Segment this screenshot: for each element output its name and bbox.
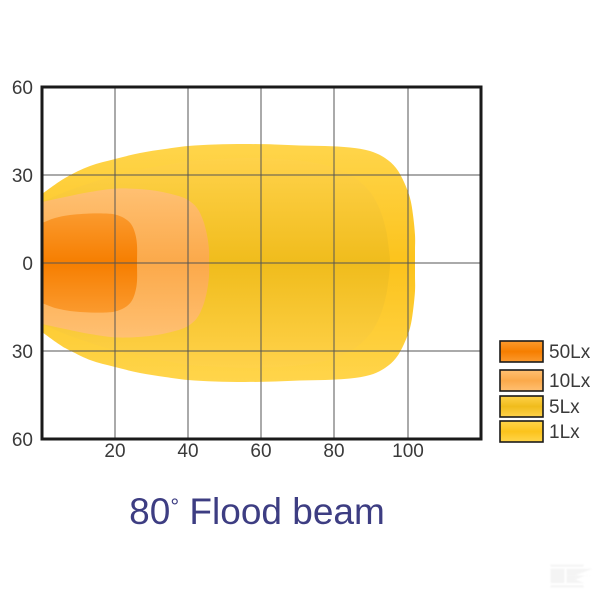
svg-text:0: 0 xyxy=(22,254,33,275)
svg-text:60: 60 xyxy=(12,78,33,99)
svg-text:30: 30 xyxy=(12,342,33,363)
svg-text:50Lx: 50Lx xyxy=(549,342,591,363)
svg-text:60: 60 xyxy=(250,441,271,462)
svg-text:80: 80 xyxy=(323,441,344,462)
svg-text:20: 20 xyxy=(104,441,125,462)
svg-text:10Lx: 10Lx xyxy=(549,371,591,392)
svg-text:100: 100 xyxy=(392,441,424,462)
svg-text:1Lx: 1Lx xyxy=(549,422,580,443)
svg-text:80° Flood beam: 80° Flood beam xyxy=(129,491,385,532)
svg-text:30: 30 xyxy=(12,166,33,187)
svg-text:40: 40 xyxy=(177,441,198,462)
svg-text:5Lx: 5Lx xyxy=(549,397,580,418)
svg-text:60: 60 xyxy=(12,430,33,451)
